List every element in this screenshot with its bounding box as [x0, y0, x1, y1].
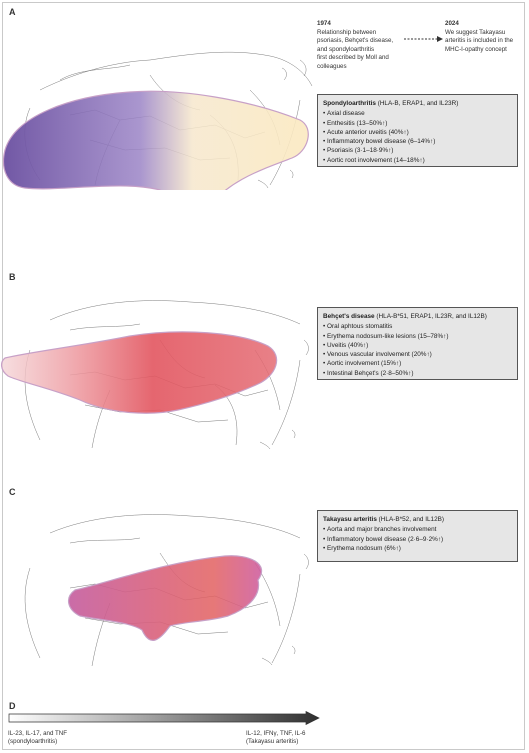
list-item: Psoriasis (3·1–18·9%↑) — [323, 146, 512, 155]
timeline-arrow — [404, 36, 443, 42]
list-item: Oral aphtous stomatitis — [323, 322, 512, 331]
timeline-1974-line: psoriasis, Behçet's disease, — [317, 37, 394, 45]
disease-name: Takayasu arteritis — [323, 516, 377, 523]
spondyloarthritis-region — [3, 90, 309, 190]
cytokine-left-line: (spondyloarthritis) — [8, 738, 58, 745]
list-item: Aortic root involvement (14–18%↑) — [323, 156, 512, 165]
list-item: Inflammatory bowel disease (2·6–9·2%↑) — [323, 535, 512, 544]
spondyloarthritis-box: Spondyloarthritis (HLA-B, ERAP1, and IL2… — [317, 94, 518, 167]
timeline-2024-line: We suggest Takayasu — [445, 28, 506, 36]
takayasu-box: Takayasu arteritis (HLA-B*52, and IL12B)… — [317, 510, 518, 562]
cytokine-gradient-arrow — [8, 711, 320, 725]
takayasu-region — [67, 555, 263, 641]
disease-name: Spondyloarthritis — [323, 100, 376, 107]
timeline-1974-line: colleagues — [317, 62, 347, 70]
gene-list: (HLA-B, ERAP1, and IL23R) — [377, 100, 459, 107]
list-item: Intestinal Behçet's (2·8–50%↑) — [323, 369, 512, 378]
behcet-box: Behçet's disease (HLA-B*51, ERAP1, IL23R… — [317, 307, 518, 380]
list-item: Aortic involvement (15%↑) — [323, 359, 512, 368]
timeline-1974-line: first described by Moll and — [317, 54, 389, 62]
panel-label-c: C — [9, 487, 16, 497]
cytokine-right-line: IL-12, IFNγ, TNF, IL-6 — [246, 730, 306, 737]
timeline-1974-line: and spondyloarthritis — [317, 45, 375, 53]
list-item: Inflammatory bowel disease (6–14%↑) — [323, 137, 512, 146]
cytokine-left-label: IL-23, IL-17, and TNF (spondyloarthritis… — [8, 730, 148, 746]
list-item: Uveitis (40%↑) — [323, 341, 512, 350]
map-eurasia-c — [24, 514, 309, 667]
feature-list: Oral aphtous stomatitis Erythema nodosum… — [323, 322, 512, 378]
cytokine-left-line: IL-23, IL-17, and TNF — [8, 730, 68, 737]
list-item: Aorta and major branches involvement — [323, 525, 512, 534]
timeline-2024-line: arteritis is included in the — [445, 37, 514, 45]
cytokine-right-label: IL-12, IFNγ, TNF, IL-6 (Takayasu arterit… — [246, 730, 366, 746]
list-item: Acute anterior uveitis (40%↑) — [323, 128, 512, 137]
year-2024: 2024 — [445, 20, 459, 27]
list-item: Venous vascular involvement (20%↑) — [323, 350, 512, 359]
list-item: Enthesitis (13–50%↑) — [323, 119, 512, 128]
behcet-region — [1, 331, 278, 414]
year-1974: 1974 — [317, 20, 331, 27]
list-item: Erythema nodosum (6%↑) — [323, 544, 512, 553]
list-item: Axial disease — [323, 109, 512, 118]
panel-label-a: A — [9, 7, 16, 17]
feature-list: Axial disease Enthesitis (13–50%↑) Acute… — [323, 109, 512, 165]
cytokine-right-line: (Takayasu arteritis) — [246, 738, 299, 745]
list-item: Erythema nodosum-like lesions (15–78%↑) — [323, 332, 512, 341]
timeline-1974-line: Relationship between — [317, 28, 377, 36]
gene-list: (HLA-B*51, ERAP1, IL23R, and IL12B) — [376, 313, 487, 320]
feature-list: Aorta and major branches involvement Inf… — [323, 525, 512, 553]
panel-label-d: D — [9, 701, 16, 711]
gene-list: (HLA-B*52, and IL12B) — [378, 516, 445, 523]
disease-name: Behçet's disease — [323, 313, 375, 320]
timeline-2024-line: MHC-I-opathy concept — [445, 45, 507, 53]
timeline-1974: 1974 Relationship between psoriasis, Beh… — [317, 20, 429, 72]
panel-label-b: B — [9, 272, 16, 282]
timeline-2024: 2024 We suggest Takayasu arteritis is in… — [445, 20, 525, 54]
map-eurasia-b — [1, 300, 309, 450]
map-eurasia-a — [3, 51, 313, 190]
